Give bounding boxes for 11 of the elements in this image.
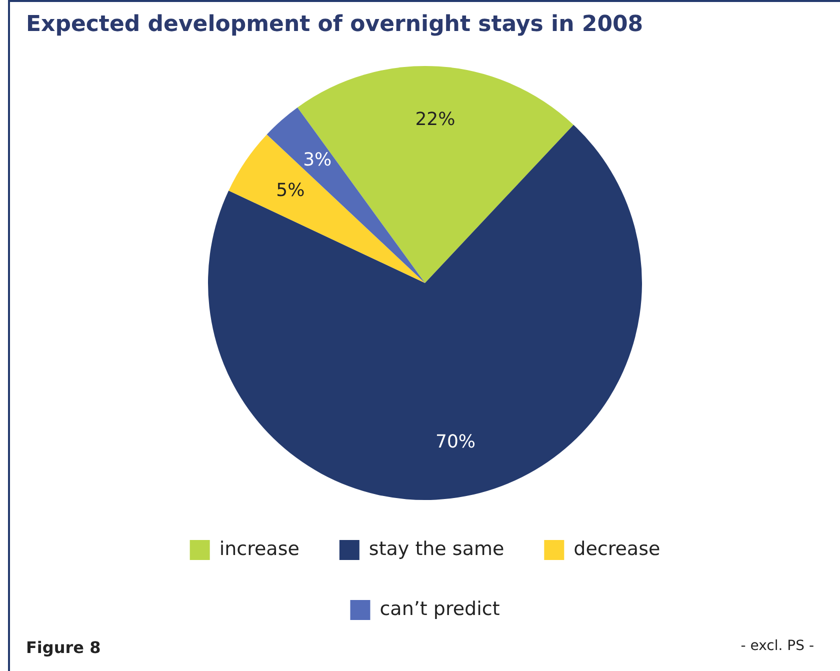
legend-label: increase xyxy=(219,538,300,560)
chart-title: Expected development of overnight stays in 2008 xyxy=(26,12,644,37)
legend-label: can’t predict xyxy=(380,598,500,620)
data-label: 22% xyxy=(415,109,456,130)
caption: Figure 8 xyxy=(26,638,101,657)
data-label: 5% xyxy=(276,180,305,202)
data-label: 70% xyxy=(435,432,476,453)
data-label: 3% xyxy=(303,150,332,171)
text: - excl. PS - xyxy=(740,638,814,654)
legend-label: stay the same xyxy=(368,538,504,560)
legend-label: decrease xyxy=(574,538,660,560)
